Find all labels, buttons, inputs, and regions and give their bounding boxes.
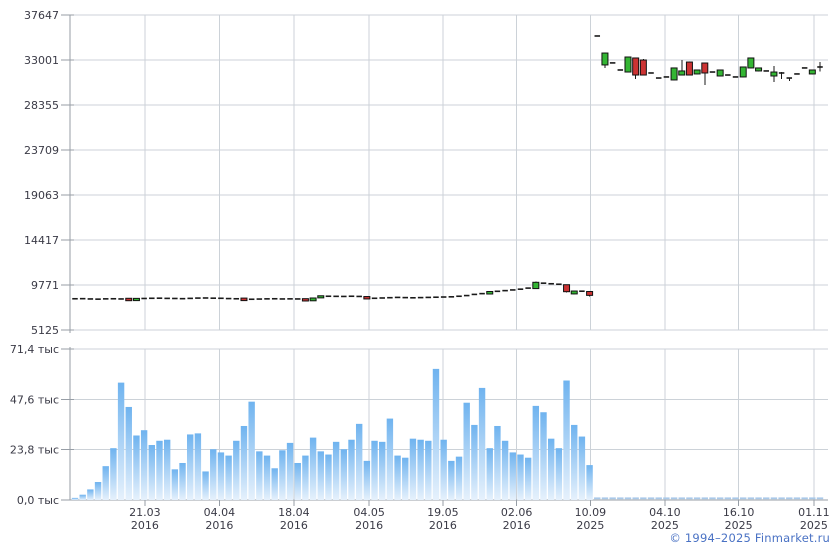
price-pane (72, 35, 823, 302)
x-axis-labels: 21.03201604.04201618.04201604.05201619.0… (129, 506, 829, 532)
axes-layer (61, 14, 828, 506)
svg-text:19.05: 19.05 (427, 506, 459, 519)
y-axis-labels: 37647 33001 28355 23709 19063 14417 9771 5125 71… (10, 9, 59, 507)
svg-text:2025: 2025 (651, 519, 679, 532)
svg-text:0,0 тыс: 0,0 тыс (17, 494, 59, 507)
svg-text:2016: 2016 (131, 519, 159, 532)
svg-text:18.04: 18.04 (278, 506, 310, 519)
svg-text:04.04: 04.04 (204, 506, 236, 519)
svg-text:47,6 тыс: 47,6 тыс (10, 393, 59, 406)
svg-text:2016: 2016 (355, 519, 383, 532)
svg-text:04.05: 04.05 (353, 506, 385, 519)
volume-pane (71, 368, 824, 500)
svg-text:01.11: 01.11 (798, 506, 830, 519)
svg-text:14417: 14417 (24, 234, 59, 247)
svg-text:21.03: 21.03 (129, 506, 161, 519)
grid-layer (70, 14, 828, 500)
svg-text:28355: 28355 (24, 99, 59, 112)
copyright-link[interactable]: © 1994–2025 Finmarket.ru (669, 531, 830, 545)
svg-text:2025: 2025 (800, 519, 828, 532)
svg-text:5125: 5125 (31, 324, 59, 337)
svg-text:37647: 37647 (24, 9, 59, 22)
svg-text:2025: 2025 (576, 519, 604, 532)
svg-text:04.10: 04.10 (649, 506, 681, 519)
svg-text:2025: 2025 (725, 519, 753, 532)
svg-text:19063: 19063 (24, 189, 59, 202)
svg-text:10.09: 10.09 (575, 506, 607, 519)
svg-text:23,8 тыс: 23,8 тыс (10, 444, 59, 457)
svg-text:33001: 33001 (24, 54, 59, 67)
svg-text:23709: 23709 (24, 144, 59, 157)
svg-text:16.10: 16.10 (723, 506, 755, 519)
svg-text:71,4 тыс: 71,4 тыс (10, 343, 59, 356)
svg-text:9771: 9771 (31, 279, 59, 292)
svg-text:2016: 2016 (205, 519, 233, 532)
svg-text:2016: 2016 (429, 519, 457, 532)
svg-text:2016: 2016 (280, 519, 308, 532)
svg-text:02.06: 02.06 (501, 506, 533, 519)
svg-text:2016: 2016 (503, 519, 531, 532)
